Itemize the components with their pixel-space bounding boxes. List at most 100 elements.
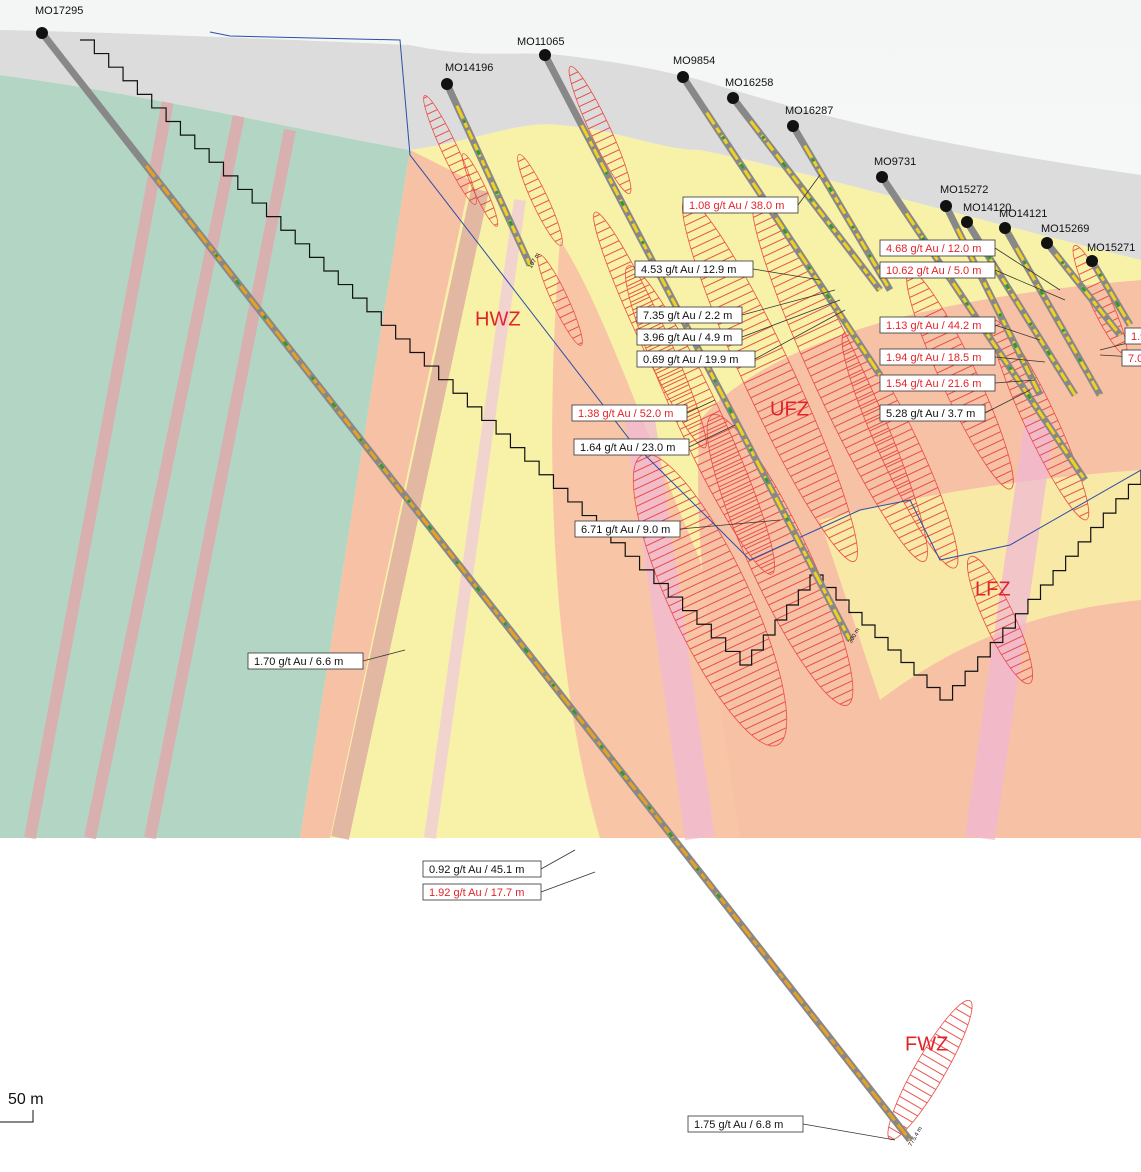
intercept-box [573,438,690,456]
intercept-text: 1.08 g/t Au / 38.0 m [689,200,784,212]
intercept-labels: 1.08 g/t Au / 38.0 m 4.53 g/t Au / 12.9 m… [247,174,1141,1141]
hole-name: MO9854 [673,55,715,67]
assay-strip [749,120,882,291]
intercept-box [1124,327,1141,345]
intercept-text: 0.92 g/t Au / 45.1 m [429,864,524,876]
hole-name: MO15272 [940,184,988,196]
collar [940,200,952,212]
dike [424,199,526,839]
intercept-box [422,883,542,901]
intercept-text: 3.96 g/t Au / 4.9 m [643,332,732,344]
collar [1041,237,1053,249]
collar [36,27,48,39]
hatched-lens [967,555,1033,685]
pit-outline [80,39,1141,701]
intercept-box [571,404,688,422]
intercept-box [879,261,996,279]
intercept-box [879,239,996,257]
leader [994,379,1036,384]
assay-strip [978,241,1077,396]
leader [994,324,1041,341]
assay-strip [1098,273,1124,313]
hole-name: MO9731 [874,156,916,168]
hole-name: MO17295 [35,5,83,17]
intercept-text: 4.68 g/t Au / 12.0 m [886,243,981,255]
collar [961,216,973,228]
hatched-lens [517,154,563,246]
leader [994,356,1046,363]
intercept-text: 1.64 g/t Au / 23.0 m [580,442,675,454]
intercept-text: 7.08 [1128,353,1141,365]
zone-label: FWZ [905,1033,948,1055]
leader [802,1123,896,1141]
zone-label: UFZ [770,398,809,420]
hole-name: MO15269 [1041,223,1089,235]
leader [752,268,821,281]
dike [84,108,246,840]
leader [686,399,716,414]
intercept-text: 6.71 g/t Au / 9.0 m [581,524,670,536]
intercept-text: 1.54 g/t Au / 21.6 m [886,378,981,390]
intercept-text: 1.13 g/t Au / 44.2 m [886,320,981,332]
scale-bar: 50 m [0,1091,44,1123]
assay-strip [1060,260,1107,318]
collar [1086,255,1098,267]
assay-strip [705,111,882,376]
hatched-lens [423,95,477,205]
intercept-box [687,1115,804,1133]
collar [876,171,888,183]
intercept-text: 1.75 g/t Au / 6.8 m [694,1119,783,1131]
intercept-text: 5.28 g/t Au / 3.7 m [886,408,975,420]
hatched-lens [841,331,959,569]
collar [999,222,1011,234]
assay-strip [1095,267,1132,326]
collar [727,92,739,104]
intercept-box [879,316,996,334]
green-unit [0,75,410,838]
intercept-text: 0.69 g/t Au / 19.9 m [643,354,738,366]
intercept-text: 4.53 g/t Au / 12.9 m [641,264,736,276]
hole-name: MO14120 [963,202,1011,214]
leader [741,299,841,338]
dike [24,88,176,840]
assay-strip [580,124,852,641]
leader [540,849,576,870]
collar [539,49,551,61]
hole-name: MO15271 [1087,242,1135,254]
hatched-lens [568,66,632,194]
hatched-lens [706,414,854,706]
assay-strip [455,105,532,266]
hole-name: MO16258 [725,77,773,89]
assay-strip [1054,253,1122,336]
hatched-lens [461,153,499,227]
assay-strip [1015,247,1102,396]
dike [144,128,296,840]
collar [677,71,689,83]
leader [754,309,846,360]
leader [362,649,406,662]
intercept-box [1121,349,1141,367]
intercept-text: 1.93 [1131,331,1141,343]
assay-strip [905,212,1087,481]
intercept-box [879,404,986,422]
assay-strip [721,135,842,317]
intercept-box [574,520,681,538]
hole-name: MO11065 [517,36,565,48]
intercept-box [879,374,996,392]
leader [688,424,736,448]
zone-label: HWZ [475,308,521,330]
collar [787,120,799,132]
intercept-text: 1.94 g/t Au / 18.5 m [886,352,981,364]
scale-line [0,1110,34,1123]
leader [984,389,1031,414]
blue-line [209,31,1141,561]
intercept-box [636,328,743,346]
hole-name: MO16287 [785,105,833,117]
intercept-box [682,196,799,214]
leader [540,871,596,893]
intercept-box [422,860,542,878]
leader [994,269,1066,301]
intercept-text: 7.35 g/t Au / 2.2 m [643,310,732,322]
intercept-text: 1.92 g/t Au / 17.7 m [429,887,524,899]
